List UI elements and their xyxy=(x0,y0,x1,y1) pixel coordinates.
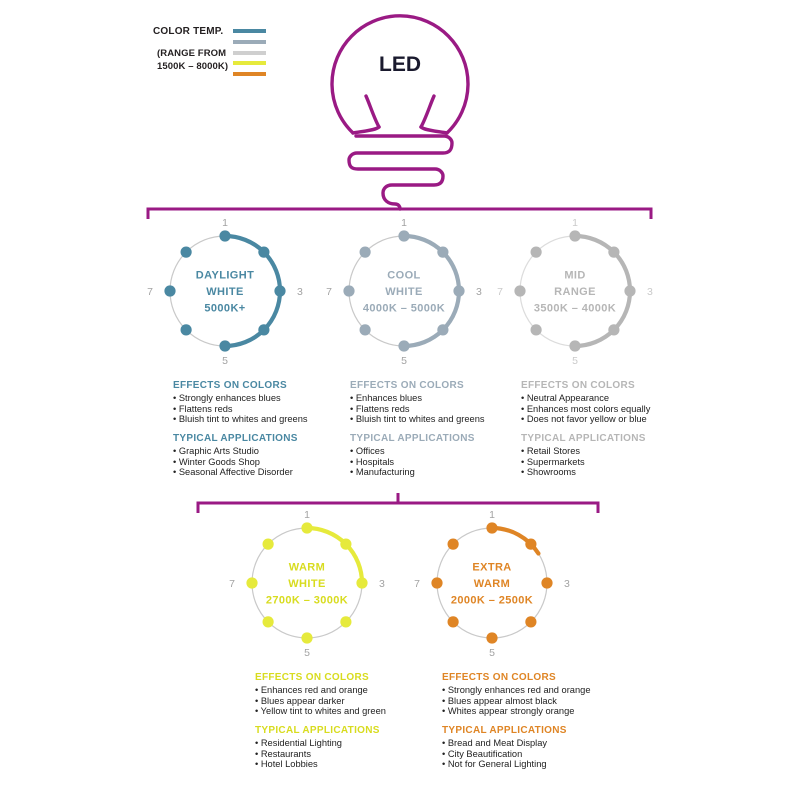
svg-text:WARM: WARM xyxy=(289,562,325,574)
svg-text:WHITE: WHITE xyxy=(385,286,422,298)
svg-text:1: 1 xyxy=(572,217,578,229)
svg-text:2700K – 3000K: 2700K – 3000K xyxy=(266,595,348,607)
svg-text:7: 7 xyxy=(147,286,153,298)
svg-text:WHITE: WHITE xyxy=(206,286,243,298)
svg-text:1: 1 xyxy=(304,509,310,521)
svg-text:1: 1 xyxy=(401,217,407,229)
svg-text:7: 7 xyxy=(414,578,420,590)
svg-text:5: 5 xyxy=(489,647,495,659)
svg-text:3: 3 xyxy=(297,286,303,298)
svg-text:5: 5 xyxy=(401,355,407,367)
svg-text:1: 1 xyxy=(489,509,495,521)
svg-text:MID: MID xyxy=(564,270,585,282)
svg-text:3: 3 xyxy=(564,578,570,590)
svg-text:1: 1 xyxy=(222,217,228,229)
svg-text:7: 7 xyxy=(326,286,332,298)
svg-text:WHITE: WHITE xyxy=(288,578,325,590)
svg-text:3500K – 4000K: 3500K – 4000K xyxy=(534,303,616,315)
svg-text:5: 5 xyxy=(572,355,578,367)
svg-text:RANGE: RANGE xyxy=(554,286,596,298)
svg-text:5: 5 xyxy=(222,355,228,367)
svg-text:3: 3 xyxy=(647,286,653,298)
svg-text:WARM: WARM xyxy=(474,578,510,590)
svg-text:7: 7 xyxy=(497,286,503,298)
svg-text:EXTRA: EXTRA xyxy=(472,562,511,574)
svg-text:DAYLIGHT: DAYLIGHT xyxy=(196,270,254,282)
svg-text:3: 3 xyxy=(476,286,482,298)
svg-text:4000K – 5000K: 4000K – 5000K xyxy=(363,303,445,315)
svg-text:3: 3 xyxy=(379,578,385,590)
svg-text:LED: LED xyxy=(379,53,421,76)
svg-text:2000K – 2500K: 2000K – 2500K xyxy=(451,595,533,607)
svg-text:5000K+: 5000K+ xyxy=(204,303,245,315)
svg-text:7: 7 xyxy=(229,578,235,590)
svg-text:COOL: COOL xyxy=(387,270,420,282)
svg-text:5: 5 xyxy=(304,647,310,659)
